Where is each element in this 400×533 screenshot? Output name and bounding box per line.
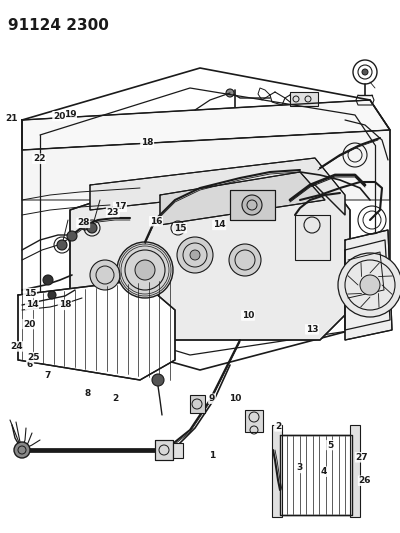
Text: 18: 18 xyxy=(141,139,154,147)
Bar xyxy=(190,395,205,413)
Text: 9: 9 xyxy=(209,394,215,403)
Text: 4: 4 xyxy=(321,467,327,476)
Circle shape xyxy=(360,275,380,295)
Circle shape xyxy=(81,222,89,230)
Text: 19: 19 xyxy=(64,110,76,119)
Circle shape xyxy=(229,244,261,276)
Circle shape xyxy=(87,223,97,233)
Text: 3: 3 xyxy=(296,464,302,472)
Circle shape xyxy=(177,237,213,273)
Text: 10: 10 xyxy=(242,311,254,320)
Circle shape xyxy=(90,260,120,290)
Polygon shape xyxy=(345,240,390,330)
Text: 21: 21 xyxy=(6,114,18,123)
Text: 7: 7 xyxy=(44,372,50,380)
Text: 6: 6 xyxy=(27,360,33,368)
Text: 15: 15 xyxy=(174,224,186,232)
Text: 2: 2 xyxy=(112,394,118,403)
Circle shape xyxy=(57,240,67,250)
Polygon shape xyxy=(18,280,175,380)
Polygon shape xyxy=(90,158,345,215)
Text: 2: 2 xyxy=(275,422,281,431)
Circle shape xyxy=(338,253,400,317)
Text: 15: 15 xyxy=(24,289,36,297)
Bar xyxy=(280,435,352,515)
Bar xyxy=(173,443,183,458)
Polygon shape xyxy=(22,130,390,200)
Text: 24: 24 xyxy=(10,342,23,351)
Text: 5: 5 xyxy=(327,441,333,449)
Text: 14: 14 xyxy=(213,221,226,229)
Circle shape xyxy=(190,250,200,260)
Text: 10: 10 xyxy=(229,394,241,403)
Polygon shape xyxy=(160,172,325,225)
Circle shape xyxy=(67,231,77,241)
Polygon shape xyxy=(22,100,390,150)
Text: 14: 14 xyxy=(26,301,38,309)
Text: 25: 25 xyxy=(28,353,40,361)
Circle shape xyxy=(48,291,56,299)
Bar xyxy=(290,92,318,106)
Circle shape xyxy=(226,89,234,97)
Polygon shape xyxy=(70,170,350,340)
Text: 26: 26 xyxy=(358,477,371,485)
Bar xyxy=(272,425,282,517)
Text: 8: 8 xyxy=(85,389,91,398)
Circle shape xyxy=(117,242,173,298)
Text: 91124 2300: 91124 2300 xyxy=(8,18,109,33)
Bar xyxy=(350,425,360,517)
Text: 23: 23 xyxy=(106,208,119,216)
Circle shape xyxy=(174,224,182,232)
Text: 27: 27 xyxy=(356,453,368,462)
Circle shape xyxy=(152,374,164,386)
Text: 22: 22 xyxy=(33,155,46,163)
Circle shape xyxy=(14,442,30,458)
Text: 18: 18 xyxy=(58,301,71,309)
Text: 17: 17 xyxy=(114,203,126,211)
Polygon shape xyxy=(345,230,392,340)
Circle shape xyxy=(362,69,368,75)
Text: 16: 16 xyxy=(150,217,162,225)
Bar xyxy=(245,410,263,432)
Text: 1: 1 xyxy=(209,451,215,460)
Bar xyxy=(155,440,173,460)
Bar xyxy=(230,190,275,220)
Bar xyxy=(295,215,330,260)
Text: 28: 28 xyxy=(77,219,90,227)
Text: 13: 13 xyxy=(306,325,318,334)
Text: 20: 20 xyxy=(53,112,65,120)
Circle shape xyxy=(242,195,262,215)
Text: 20: 20 xyxy=(23,320,35,328)
Circle shape xyxy=(43,275,53,285)
Circle shape xyxy=(135,260,155,280)
